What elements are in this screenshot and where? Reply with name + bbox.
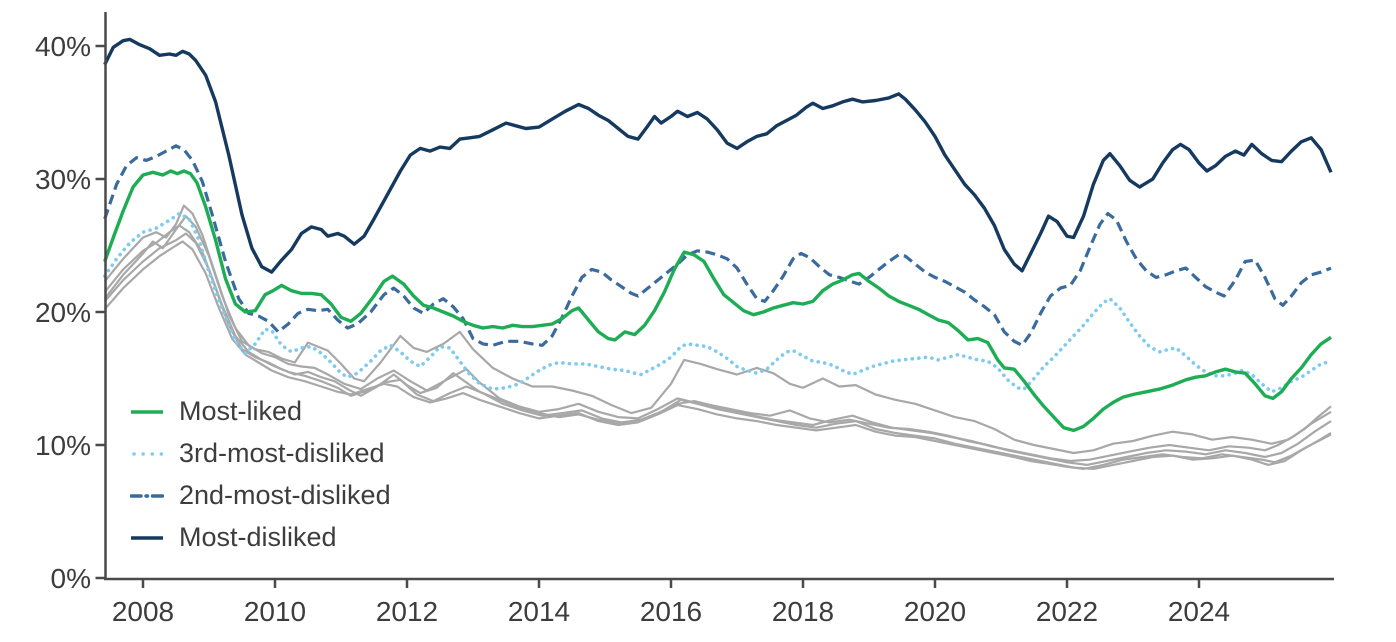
legend-swatch-most-disliked xyxy=(131,535,163,540)
legend-swatch-3rd-most-disliked xyxy=(132,451,164,456)
x-tick-label: 2012 xyxy=(376,596,438,627)
x-tick-label: 2010 xyxy=(244,596,306,627)
legend-item-3rd-most-disliked: 3rd-most-disliked xyxy=(130,438,391,469)
legend-label: Most-disliked xyxy=(179,522,337,552)
x-tick-label: 2018 xyxy=(772,596,834,627)
series-line-3rd-most-disliked xyxy=(102,211,1333,394)
series-line-2nd-most-disliked xyxy=(103,144,1332,347)
x-tick-label: 2008 xyxy=(112,596,174,627)
legend-label: 3rd-most-disliked xyxy=(179,438,385,468)
series-line-most-disliked xyxy=(103,37,1333,274)
legend-label: 2nd-most-disliked xyxy=(179,480,391,510)
x-tick-label: 2020 xyxy=(904,596,966,627)
series-line-most-liked xyxy=(103,169,1332,433)
legend-swatch-2nd-most-disliked xyxy=(130,493,164,498)
legend: Most-liked 3rd-most-disliked 2nd-most-di… xyxy=(130,396,391,553)
x-tick-label: 2014 xyxy=(508,596,570,627)
y-tick-label: 20% xyxy=(35,297,91,328)
y-tick-label: 10% xyxy=(35,430,91,461)
legend-label: Most-liked xyxy=(179,396,303,426)
series-line-other-c xyxy=(103,232,1332,470)
y-tick-label: 30% xyxy=(35,164,91,195)
series-line-other-e xyxy=(103,240,1332,470)
y-tick-label: 40% xyxy=(35,31,91,62)
legend-item-most-disliked: Most-disliked xyxy=(130,522,391,553)
x-tick-label: 2024 xyxy=(1168,596,1230,627)
series-line-other-d xyxy=(103,215,1332,463)
legend-item-most-liked: Most-liked xyxy=(130,396,391,427)
series-line-other-a xyxy=(103,204,1332,455)
x-tick-label: 2022 xyxy=(1036,596,1098,627)
y-tick-label: 0% xyxy=(51,563,91,594)
x-tick-label: 2016 xyxy=(640,596,702,627)
legend-item-2nd-most-disliked: 2nd-most-disliked xyxy=(130,480,391,511)
legend-swatch-most-liked xyxy=(131,409,163,414)
